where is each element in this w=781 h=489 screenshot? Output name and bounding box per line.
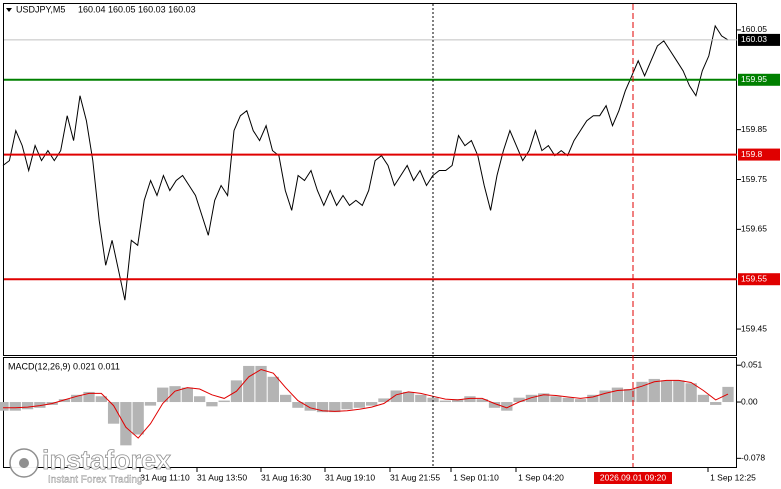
- macd-bar: [402, 391, 415, 403]
- price-panel: [3, 3, 737, 356]
- macd-bar: [132, 402, 144, 435]
- macd-bar: [378, 398, 390, 403]
- macd-bar: [611, 387, 624, 403]
- x-tick-label: 31 Aug 11:10: [140, 472, 190, 482]
- macd-bar: [267, 376, 279, 403]
- x-tick-label: 1 Sep 01:10: [453, 472, 499, 482]
- macd-bar: [488, 402, 501, 408]
- macd-bar: [660, 380, 673, 403]
- macd-bar: [550, 396, 562, 403]
- level-label: 159.55: [741, 273, 767, 283]
- macd-bar: [439, 400, 452, 403]
- symbol-label: USDJPY,M5: [16, 4, 65, 14]
- macd-bar: [304, 402, 316, 411]
- macd-bar: [673, 380, 685, 403]
- level-label-box: [738, 148, 780, 161]
- macd-bar: [501, 402, 513, 411]
- macd-bar: [710, 402, 722, 405]
- macd-bar: [562, 397, 574, 403]
- macd-bar: [452, 399, 464, 403]
- macd-bar: [316, 402, 329, 413]
- level-label: 159.8: [741, 149, 763, 159]
- macd-bar: [685, 383, 697, 403]
- cursor-time-label: 2026.09.01 09:20: [600, 472, 666, 482]
- macd-bar: [34, 402, 46, 408]
- macd-bar: [279, 394, 292, 403]
- y-tick-label: -0.078: [741, 453, 765, 463]
- macd-bar: [574, 399, 587, 403]
- macd-panel: [3, 357, 737, 468]
- macd-bar: [538, 393, 550, 403]
- macd-bar: [144, 402, 157, 406]
- logo-icon-core: [19, 458, 29, 468]
- macd-bar: [525, 394, 538, 403]
- price-line: [2, 24, 729, 301]
- macd-bar: [218, 400, 230, 403]
- x-tick-label: 31 Aug 13:50: [197, 472, 247, 482]
- macd-bar: [71, 394, 83, 403]
- cursor-time-box: [594, 472, 672, 484]
- macd-bar: [636, 381, 648, 403]
- plot-layer: 160.05 159.85 159.75 159.65 159.45 159.95 159.…: [0, 4, 780, 484]
- macd-bar: [476, 399, 488, 403]
- y-tick-label: 0.051: [741, 359, 763, 369]
- macd-bar: [624, 389, 636, 403]
- macd-bar: [9, 402, 21, 411]
- watermark-tagline: Instant Forex Trading: [48, 475, 143, 486]
- macd-bar: [255, 365, 267, 403]
- macd-bar: [21, 402, 34, 410]
- macd-bar: [292, 402, 304, 408]
- macd-bar: [464, 396, 476, 403]
- macd-bar: [58, 399, 71, 403]
- macd-bar: [95, 396, 107, 403]
- macd-bar: [107, 402, 120, 424]
- x-tick-label: 1 Sep 12:25: [710, 472, 756, 482]
- macd-bar: [157, 387, 169, 403]
- y-tick-label: 160.05: [741, 24, 767, 34]
- macd-bar: [341, 402, 353, 410]
- macd-bar: [181, 387, 193, 403]
- level-label: 159.95: [741, 74, 767, 84]
- macd-bar: [648, 378, 660, 403]
- macd-bar: [0, 402, 9, 411]
- macd-bar: [120, 402, 132, 446]
- signal-line: [3, 368, 729, 439]
- y-tick-label: 159.65: [741, 224, 767, 234]
- macd-bar: [366, 402, 378, 406]
- y-tick-label: 159.75: [741, 174, 767, 184]
- level-label-box: [738, 73, 780, 86]
- x-tick-label: 31 Aug 19:10: [325, 472, 375, 482]
- macd-bar: [83, 391, 95, 403]
- macd-bar: [169, 386, 181, 403]
- watermark-name: instaforex: [42, 445, 171, 475]
- macd-title: MACD(12,26,9) 0.021 0.011: [8, 361, 120, 371]
- macd-bar: [415, 394, 427, 403]
- y-tick-label: 159.45: [741, 323, 767, 333]
- macd-bar: [427, 397, 439, 403]
- ohlc-label: 160.04 160.05 160.03 160.03: [78, 4, 196, 14]
- watermark: instaforex Instant Forex Trading: [9, 445, 171, 486]
- macd-bar: [243, 365, 255, 403]
- macd-bar: [193, 396, 206, 403]
- macd-bar: [697, 394, 710, 403]
- macd-bar: [353, 402, 365, 408]
- current-price-label: 160.03: [741, 34, 767, 44]
- macd-bar: [390, 390, 402, 403]
- x-tick-label: 31 Aug 21:55: [390, 472, 440, 482]
- level-label-box: [738, 273, 780, 286]
- y-tick-label: 0.00: [741, 396, 758, 406]
- macd-bar: [513, 397, 525, 403]
- current-price-box: [738, 33, 780, 46]
- x-tick-label: 31 Aug 16:30: [261, 472, 311, 482]
- y-tick-label: 159.85: [741, 124, 767, 134]
- x-tick-label: 1 Sep 04:20: [518, 472, 564, 482]
- menu-arrow[interactable]: [6, 8, 12, 12]
- macd-bar: [587, 394, 599, 403]
- macd-bar: [206, 402, 218, 407]
- macd-bar: [329, 402, 341, 413]
- macd-bar: [599, 390, 611, 403]
